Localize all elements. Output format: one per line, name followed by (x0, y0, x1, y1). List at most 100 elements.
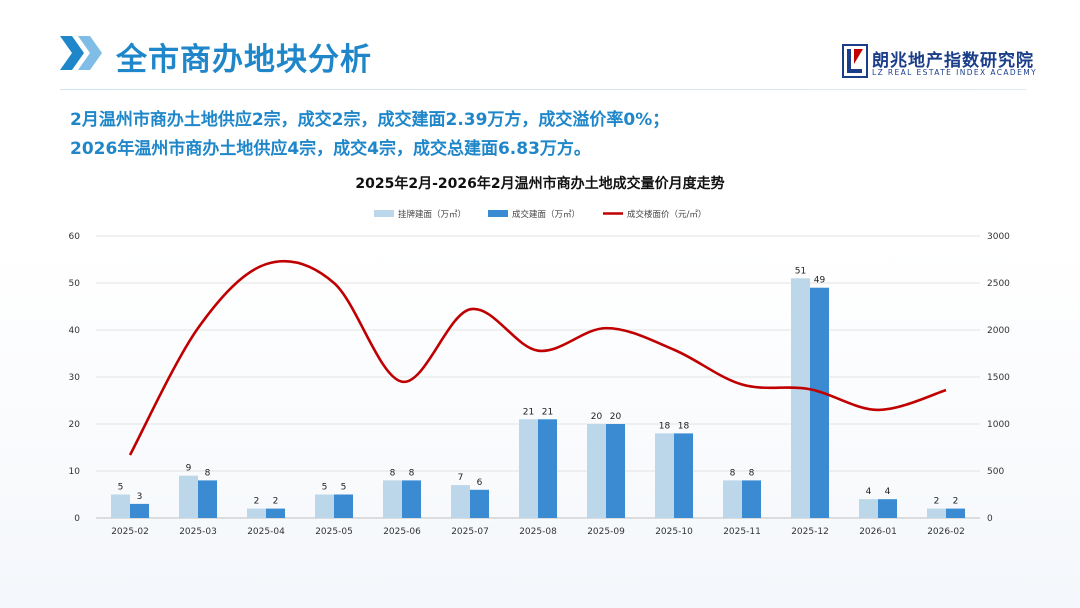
bar-listed (723, 480, 742, 518)
bar-sold-label: 8 (749, 468, 755, 478)
summary-line-2: 2026年温州市商办土地供应4宗，成交4宗，成交总建面6.83万方。 (70, 139, 591, 159)
x-tick-label: 2025-06 (383, 527, 421, 537)
x-tick-label: 2025-03 (179, 527, 217, 537)
y-left-tick-label: 0 (74, 514, 80, 524)
bar-sold (130, 503, 149, 518)
bar-listed-label: 18 (659, 421, 671, 431)
chart-title: 2025年2月-2026年2月温州市商办土地成交量价月度走势 (355, 176, 725, 192)
bar-listed (111, 494, 130, 518)
x-tick-label: 2025-09 (587, 527, 625, 537)
bar-sold-label: 8 (409, 468, 415, 478)
double-chevron-icon (60, 36, 102, 70)
x-tick-label: 2025-02 (111, 527, 149, 537)
bar-listed-label: 20 (591, 412, 603, 422)
y-left-tick-label: 20 (69, 420, 81, 430)
bar-sold (266, 508, 285, 518)
y-left-tick-label: 10 (69, 467, 81, 477)
x-tick-label: 2025-08 (519, 527, 557, 537)
chart-bars: 5 3 9 8 2 2 5 5 8 8 7 6 21 21 20 20 18 18 8 8 51 49 4 4 2 2 (111, 266, 965, 518)
bar-listed (315, 494, 334, 518)
bar-sold-label: 5 (341, 483, 347, 493)
page-title: 全市商办地块分析 (116, 42, 372, 78)
bar-sold (946, 508, 965, 518)
bar-listed (383, 480, 402, 518)
bar-sold (742, 480, 761, 518)
x-tick-label: 2025-05 (315, 527, 353, 537)
bar-sold (470, 489, 489, 518)
chart-line (128, 259, 947, 456)
chart-legend: 挂牌建面（万㎡） 成交建面（万㎡） 成交楼面价（元/㎡） (374, 209, 706, 220)
summary-line-1: 2月温州市商办土地供应2宗，成交2宗，成交建面2.39万方，成交溢价率0%； (70, 110, 670, 130)
bar-listed-label: 8 (390, 468, 396, 478)
legend-swatch (374, 210, 394, 217)
bar-sold (810, 287, 829, 518)
bar-listed (791, 278, 810, 518)
x-tick-label: 2025-04 (247, 527, 285, 537)
bar-sold-label: 2 (273, 497, 279, 507)
bar-listed-label: 21 (523, 407, 534, 417)
bar-listed-label: 2 (934, 497, 940, 507)
bar-listed (519, 419, 538, 518)
bar-sold (878, 499, 897, 518)
bar-listed (247, 508, 266, 518)
bar-sold-label: 18 (678, 421, 690, 431)
bar-sold-label: 20 (610, 412, 622, 422)
bar-sold-label: 3 (137, 492, 143, 502)
bar-listed-label: 5 (322, 483, 328, 493)
bar-listed-label: 9 (186, 464, 192, 474)
y-right-tick-label: 1000 (987, 420, 1010, 430)
y-right-tick-label: 1500 (987, 373, 1010, 383)
bar-listed-label: 7 (458, 473, 464, 483)
logo-english-name: LZ REAL ESTATE INDEX ACADEMY (872, 68, 1038, 77)
x-tick-label: 2025-12 (791, 527, 829, 537)
bar-listed-label: 51 (795, 266, 806, 276)
logo-chinese-name: 朗兆地产指数研究院 (872, 51, 1034, 71)
bar-listed-label: 5 (118, 483, 124, 493)
bar-sold (674, 433, 693, 518)
bar-sold-label: 2 (953, 497, 959, 507)
logo-mark-icon (842, 44, 868, 78)
y-axis-left: 0 10 20 30 40 50 60 (69, 232, 81, 524)
bar-sold-label: 4 (885, 487, 891, 497)
bar-listed (927, 508, 946, 518)
bar-listed (451, 485, 470, 518)
y-left-tick-label: 30 (69, 373, 81, 383)
x-tick-label: 2026-01 (859, 527, 897, 537)
y-left-tick-label: 40 (69, 326, 81, 336)
legend-swatch (488, 210, 508, 217)
bar-sold-label: 8 (205, 468, 211, 478)
legend-label: 挂牌建面（万㎡） (398, 209, 466, 220)
bar-sold (198, 480, 217, 518)
legend-label: 成交楼面价（元/㎡） (627, 209, 706, 220)
y-left-tick-label: 50 (69, 279, 81, 289)
chart: 挂牌建面（万㎡） 成交建面（万㎡） 成交楼面价（元/㎡） 0102030405060… (69, 209, 1011, 537)
bar-sold-label: 6 (477, 478, 483, 488)
bar-listed-label: 2 (254, 497, 260, 507)
x-tick-label: 2025-10 (655, 527, 693, 537)
x-axis: 2025-02 2025-03 2025-04 2025-05 2025-06 2025-… (111, 527, 965, 537)
bar-listed-label: 4 (866, 487, 872, 497)
header: 全市商办地块分析 朗兆地产指数研究院 LZ REAL ESTATE INDEX … (0, 0, 1080, 90)
y-right-tick-label: 2500 (987, 279, 1010, 289)
x-tick-label: 2026-02 (927, 527, 965, 537)
bar-sold (334, 494, 353, 518)
y-right-tick-label: 0 (987, 514, 993, 524)
y-right-tick-label: 500 (987, 467, 1004, 477)
bar-sold (402, 480, 421, 518)
bar-sold-label: 49 (814, 276, 826, 286)
bar-sold (606, 424, 625, 518)
bar-listed (587, 424, 606, 518)
x-tick-label: 2025-11 (723, 527, 761, 537)
logo: 朗兆地产指数研究院 LZ REAL ESTATE INDEX ACADEMY (842, 44, 1036, 80)
y-right-tick-label: 2000 (987, 326, 1010, 336)
header-divider (60, 89, 1026, 90)
bar-listed (179, 475, 198, 518)
y-axis-right: 0 500 1000 1500 2000 2500 3000 (987, 232, 1010, 524)
x-tick-label: 2025-07 (451, 527, 489, 537)
legend-label: 成交建面（万㎡） (512, 209, 580, 220)
bar-sold-label: 21 (542, 407, 553, 417)
y-right-tick-label: 3000 (987, 232, 1010, 242)
bar-sold (538, 419, 557, 518)
bar-listed (655, 433, 674, 518)
bar-listed-label: 8 (730, 468, 736, 478)
